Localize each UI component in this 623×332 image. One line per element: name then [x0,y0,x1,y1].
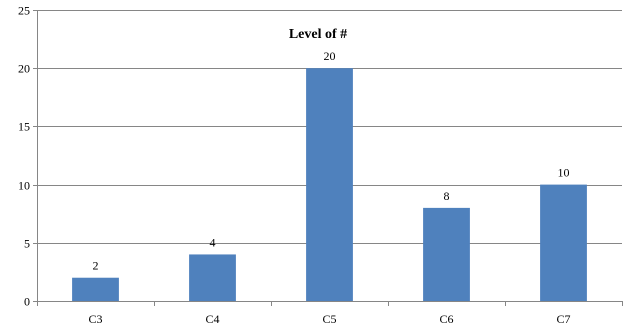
bars [72,68,587,301]
bar-c3 [72,277,119,301]
y-tick-label: 0 [24,295,30,309]
y-tick-label: 10 [18,179,30,193]
y-tick-label: 25 [18,4,30,18]
data-label: 20 [324,49,336,63]
x-tick-label: C6 [439,312,453,326]
bar-c5 [306,68,353,301]
x-tick-label: C4 [205,312,219,326]
bar-c7 [540,184,587,301]
y-tick-label: 15 [18,120,30,134]
data-labels: 2 4 20 8 10 [93,49,570,273]
y-tick-label: 20 [18,62,30,76]
chart-title: Level of # [289,27,347,42]
data-label: 4 [210,235,216,249]
bar-c6 [423,207,470,301]
x-tick-label: C7 [556,312,570,326]
x-tick-label: C5 [322,312,336,326]
data-label: 10 [558,166,570,180]
y-axis-tick-labels: 0 5 10 15 20 25 [18,4,30,309]
data-label: 8 [444,189,450,203]
x-axis-tick-labels: C3 C4 C5 C6 C7 [88,312,570,326]
x-tick-label: C3 [88,312,102,326]
bar-c4 [189,254,236,301]
data-label: 2 [93,259,99,273]
y-tick-label: 5 [24,237,30,251]
axes [37,10,623,306]
